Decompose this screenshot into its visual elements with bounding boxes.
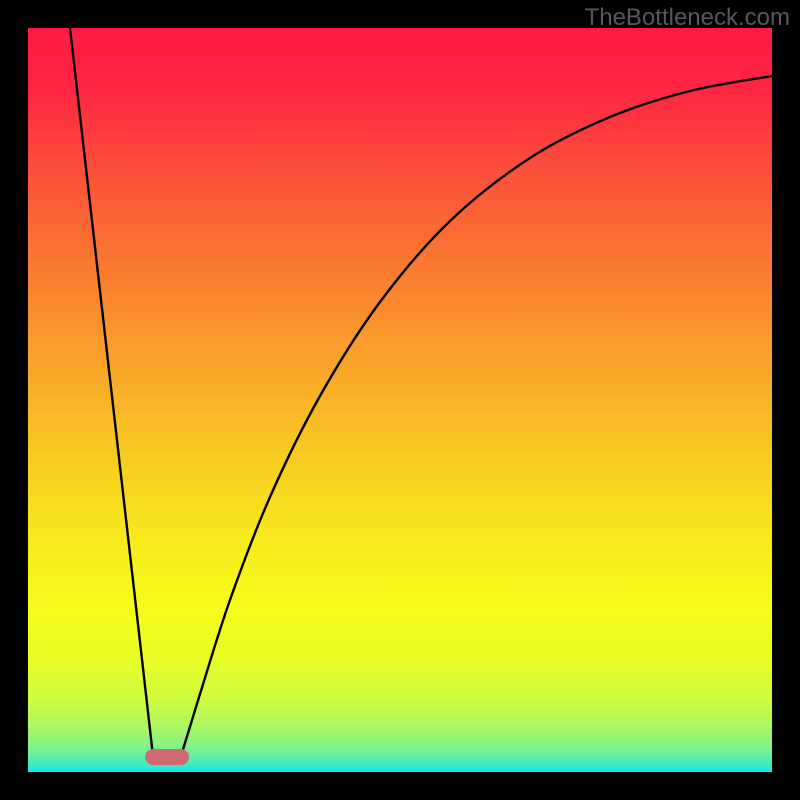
plot-area	[28, 28, 772, 772]
bottleneck-chart	[0, 0, 800, 800]
chart-container: { "canvas": { "width": 800, "height": 80…	[0, 0, 800, 800]
bottleneck-marker	[145, 749, 189, 765]
